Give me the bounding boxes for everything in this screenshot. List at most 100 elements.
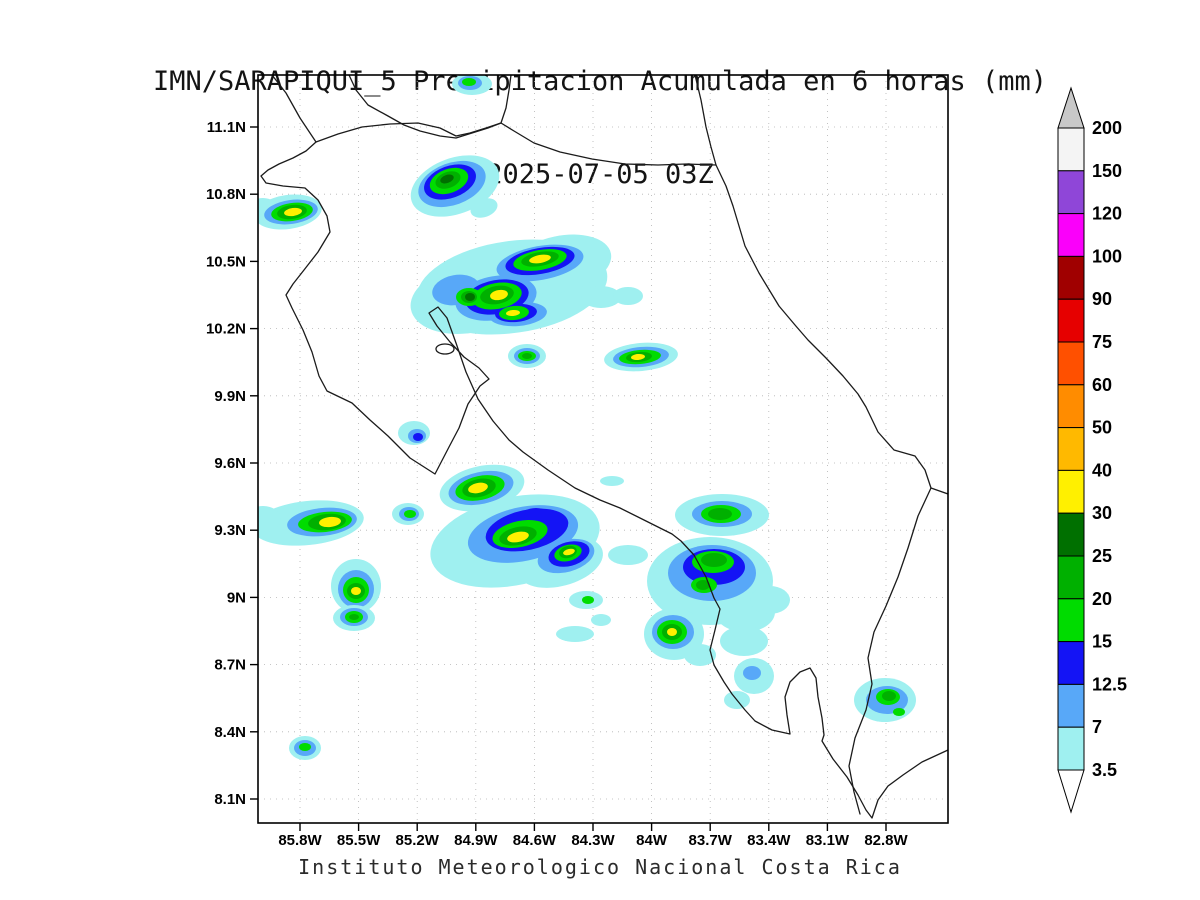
x-tick-label: 84.6W xyxy=(513,832,557,849)
colorbar-label: 7 xyxy=(1092,717,1102,737)
precip-blob-l7 xyxy=(507,531,529,543)
precip-blob-l7 xyxy=(468,482,488,494)
map-frame xyxy=(257,74,949,824)
colorbar-band xyxy=(1057,555,1085,600)
y-tick-label: 9.6N xyxy=(214,455,246,472)
colorbar-label: 40 xyxy=(1092,460,1112,480)
precip-blob-l1 xyxy=(720,626,768,656)
y-tick-label: 10.8N xyxy=(206,186,246,203)
coastline xyxy=(694,75,948,495)
precip-blob-l1 xyxy=(591,614,611,626)
precip-blob-l4 xyxy=(582,596,594,604)
precip-blob-l7 xyxy=(631,353,645,361)
precip-blob-l4 xyxy=(893,708,905,716)
precipitation-layer xyxy=(258,75,916,760)
precip-blob-l4 xyxy=(462,78,476,86)
x-tick-label: 85.5W xyxy=(337,832,381,849)
precip-blob-l2 xyxy=(743,666,761,680)
colorbar-band xyxy=(1057,255,1085,300)
title-line-1: IMN/SARAPIQUI_5 Precipitacion Acumulada … xyxy=(152,66,1048,97)
precip-blob-l3 xyxy=(413,433,423,441)
colorbar-band xyxy=(1057,341,1085,386)
precip-blob-l7 xyxy=(506,309,520,317)
precip-blob-l7 xyxy=(351,587,361,595)
x-tick-label: 82.8W xyxy=(864,832,908,849)
precip-blob-l1 xyxy=(470,198,498,218)
precip-blob-l4 xyxy=(299,743,311,751)
colorbar-label: 120 xyxy=(1092,204,1122,224)
y-tick-label: 10.5N xyxy=(206,253,246,270)
colorbar-band xyxy=(1057,512,1085,557)
colorbar-lower-arrow xyxy=(1057,769,1085,814)
colorbar-label: 25 xyxy=(1092,546,1112,566)
precip-blob-l1 xyxy=(613,287,643,305)
colorbar-label: 150 xyxy=(1092,161,1122,181)
coastline xyxy=(348,75,512,139)
colorbar-label: 50 xyxy=(1092,418,1112,438)
coastline xyxy=(435,343,455,355)
x-tick-label: 84.3W xyxy=(571,832,615,849)
precip-blob-l4 xyxy=(404,510,416,518)
precip-blob-l1 xyxy=(684,644,716,666)
colorbar-band xyxy=(1057,384,1085,429)
colorbar-label: 3.5 xyxy=(1092,760,1117,780)
x-tick-label: 83.4W xyxy=(747,832,791,849)
precip-blob-l5 xyxy=(696,580,710,590)
precip-blob-l5 xyxy=(882,691,896,701)
precip-blob-l5 xyxy=(708,508,732,520)
colorbar-upper-arrow xyxy=(1057,86,1085,129)
colorbar-label: 75 xyxy=(1092,332,1112,352)
precip-blob-l1 xyxy=(600,476,624,486)
colorbar-label: 15 xyxy=(1092,632,1112,652)
colorbar-label: 200 xyxy=(1092,118,1122,138)
precip-blob-l6 xyxy=(465,293,475,301)
coastline-layer xyxy=(260,75,948,819)
colorbar-label: 12.5 xyxy=(1092,674,1127,694)
precip-blob-l7 xyxy=(529,254,551,264)
colorbar: 200 150 120 100 90 75 60 50 40 30 25 20 15 12.5 7 3.5 xyxy=(1057,86,1127,814)
y-tick-label: 9.9N xyxy=(214,388,246,405)
y-tick-label: 8.1N xyxy=(214,791,246,808)
precip-blob-l5 xyxy=(522,353,532,359)
colorbar-band xyxy=(1057,127,1085,172)
y-tick-label: 9.3N xyxy=(214,522,246,539)
colorbar-band xyxy=(1057,598,1085,643)
coastline xyxy=(260,75,948,819)
y-tick-label: 10.2N xyxy=(206,321,246,338)
precip-blob-l1 xyxy=(258,506,281,532)
precip-blob-l7 xyxy=(319,516,341,528)
precip-blob-l5 xyxy=(701,553,727,567)
colorbar-label: 60 xyxy=(1092,375,1112,395)
grid-lines xyxy=(258,75,948,823)
precip-blob-l1 xyxy=(556,626,594,642)
colorbar-band xyxy=(1057,469,1085,514)
precip-blob-l1 xyxy=(581,286,621,308)
colorbar-band xyxy=(1057,641,1085,685)
precip-blob-l6 xyxy=(440,174,454,184)
precip-blob-l7 xyxy=(490,289,508,301)
colorbar-band xyxy=(1057,298,1085,343)
colorbar-band xyxy=(1057,213,1085,257)
colorbar-label: 20 xyxy=(1092,589,1112,609)
precip-blob-l7 xyxy=(284,207,302,217)
x-tick-label: 85.2W xyxy=(396,832,440,849)
precip-blob-l7 xyxy=(667,628,677,636)
colorbar-band xyxy=(1057,683,1085,728)
colorbar-band xyxy=(1057,427,1085,471)
precip-blob-l5 xyxy=(349,614,359,620)
x-tick-label: 85.8W xyxy=(278,832,322,849)
axes: 85.8W 85.5W 85.2W 84.9W 84.6W 84.3W 84W 83.7W 83… xyxy=(206,119,909,849)
y-tick-label: 11.1N xyxy=(207,119,246,136)
colorbar-band xyxy=(1057,170,1085,215)
y-tick-label: 8.4N xyxy=(214,724,246,741)
precip-blob-l1 xyxy=(750,586,790,614)
colorbar-band xyxy=(1057,726,1085,771)
footer-caption: Instituto Meteorologico Nacional Costa R… xyxy=(298,855,902,879)
y-tick-label: 8.7N xyxy=(214,657,246,674)
colorbar-label: 100 xyxy=(1092,246,1122,266)
precip-blob-l1 xyxy=(608,545,648,565)
coastline xyxy=(848,487,932,815)
x-tick-label: 84.9W xyxy=(454,832,498,849)
